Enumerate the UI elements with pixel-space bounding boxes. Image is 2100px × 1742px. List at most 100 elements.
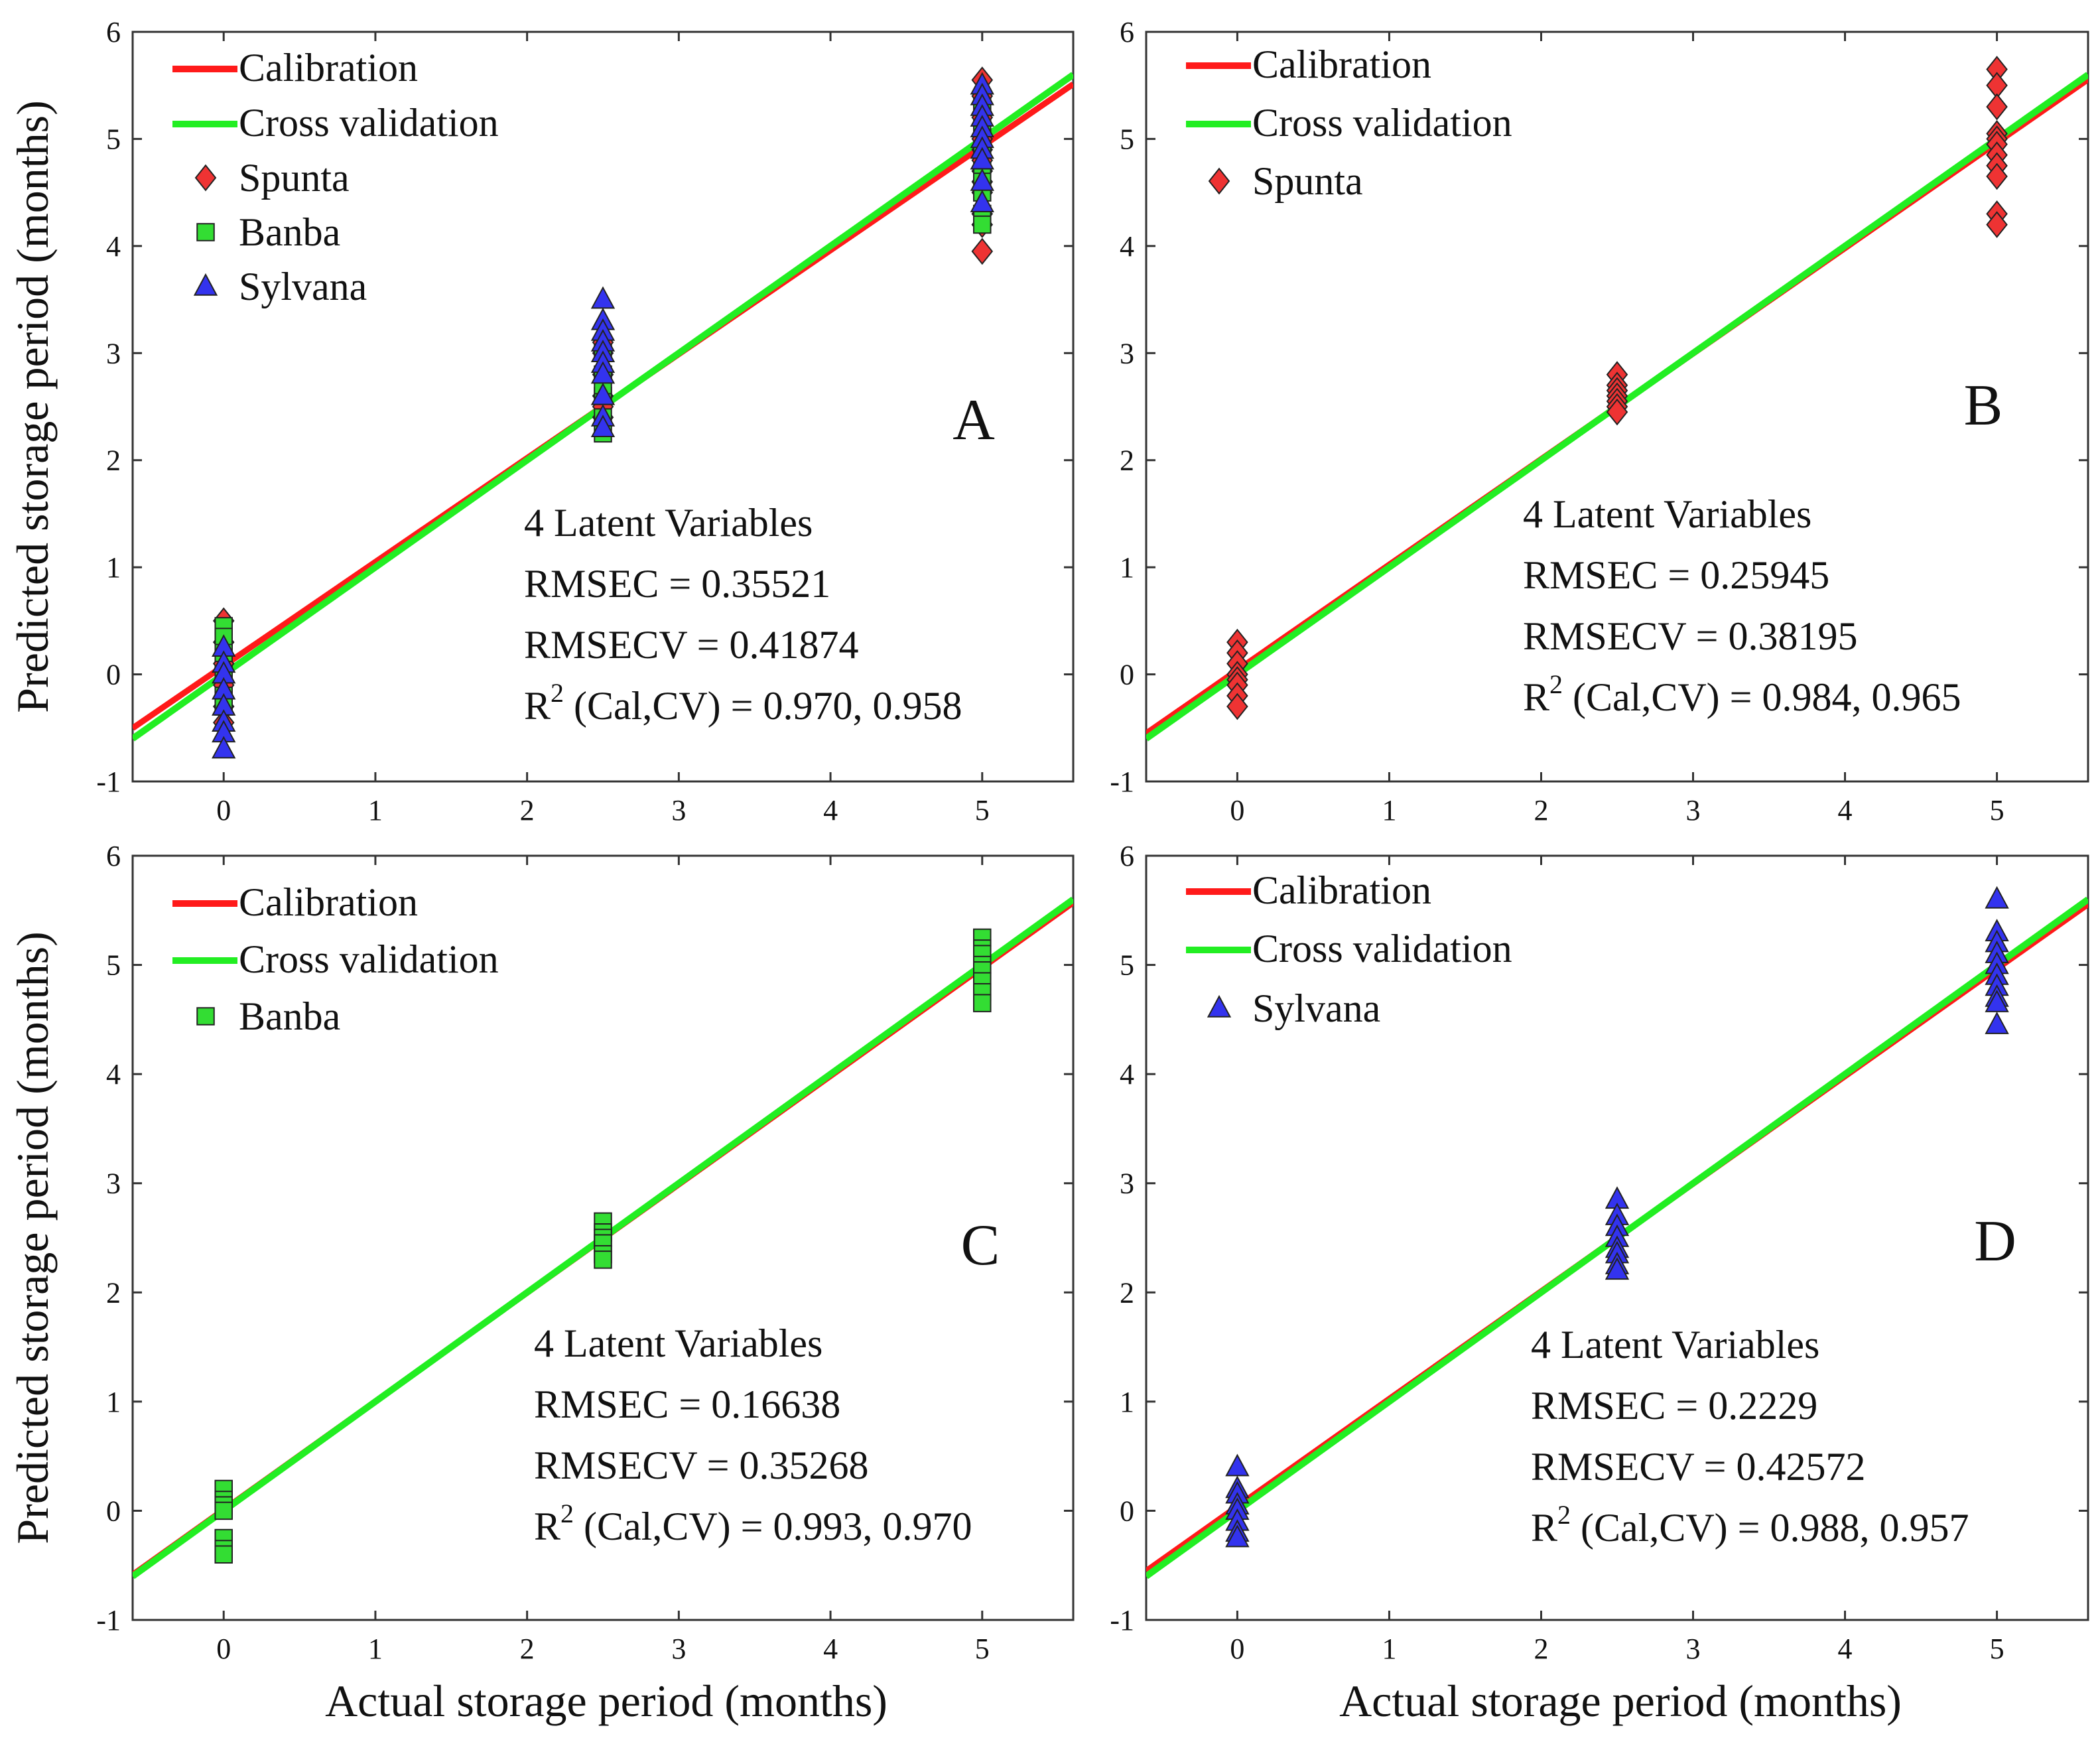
data-point — [1985, 990, 2009, 1012]
data-point — [214, 1501, 233, 1520]
r2-symbol: R — [534, 1505, 560, 1548]
panel-letter: A — [952, 388, 995, 452]
data-point — [973, 215, 992, 234]
data-point — [1985, 886, 2009, 909]
y-tick-label: 6 — [106, 840, 121, 872]
data-point — [1985, 1011, 2009, 1034]
series-banba — [214, 928, 992, 1564]
y-tick-label: 3 — [106, 337, 121, 369]
x-tick-label: 5 — [975, 1633, 990, 1665]
legend-label: Calibration — [1252, 42, 1431, 86]
plot-frame — [131, 31, 1075, 783]
legend-label: Cross validation — [1252, 927, 1512, 971]
y-tick-label: 5 — [1120, 949, 1134, 982]
x-axis-title: Actual storage period (months) — [325, 1676, 887, 1726]
x-tick-label: 1 — [1382, 1633, 1396, 1665]
legend-label: Cross validation — [1252, 101, 1512, 145]
r2-superscript: 2 — [1557, 1500, 1571, 1530]
y-axis-title: Predicted storage period (months) — [7, 931, 58, 1544]
data-point — [1986, 163, 2008, 190]
y-tick-label: 1 — [106, 551, 121, 584]
plot-frame — [1145, 854, 2089, 1621]
stats-r2: R2 (Cal,CV) = 0.988, 0.957 — [1531, 1500, 1969, 1550]
x-tick-label: 3 — [671, 794, 686, 827]
x-tick-label: 4 — [1838, 1633, 1853, 1665]
stats-rmsec: RMSEC = 0.25945 — [1523, 553, 1829, 597]
data-point — [214, 1545, 233, 1564]
stats-rmsecv: RMSECV = 0.41874 — [524, 623, 859, 667]
x-tick-label: 3 — [1686, 794, 1701, 827]
y-tick-label: 5 — [106, 123, 121, 155]
stats-block: 4 Latent Variables RMSEC = 0.35521 RMSECV … — [524, 501, 962, 728]
x-tick-label: 5 — [975, 794, 990, 827]
chart-panel-d: 0 1 2 3 4 5 -1 0 1 2 3 4 5 6 Calibration Cross validati… — [1110, 840, 2089, 1726]
y-tick-label: 2 — [106, 444, 121, 477]
x-tick-label: 5 — [1990, 1633, 2004, 1665]
y-tick-label: 2 — [106, 1276, 121, 1309]
legend-marker-banba — [196, 1007, 215, 1026]
x-tick-label: 1 — [368, 1633, 383, 1665]
x-tick-label: 3 — [671, 1633, 686, 1665]
y-tick-label: 1 — [1120, 551, 1134, 584]
y-tick-label: -1 — [1110, 1604, 1134, 1637]
stats-r2: R2 (Cal,CV) = 0.970, 0.958 — [524, 678, 962, 728]
r2-superscript: 2 — [1549, 669, 1563, 699]
y-tick-label: 0 — [106, 1495, 121, 1527]
y-tick-label: 0 — [106, 659, 121, 691]
legend-label: Sylvana — [1252, 986, 1380, 1030]
series-sylvana — [212, 72, 994, 759]
y-tick-label: -1 — [1110, 766, 1134, 798]
stats-latent: 4 Latent Variables — [524, 501, 813, 545]
data-point — [1225, 1524, 1250, 1548]
y-tick-label: 2 — [1120, 1276, 1134, 1309]
y-tick-label: 1 — [106, 1386, 121, 1418]
y-tick-label: 0 — [1120, 659, 1134, 691]
stats-rmsecv: RMSECV = 0.42572 — [1531, 1445, 1866, 1489]
panel-letter: D — [1974, 1209, 2016, 1274]
y-tick-label: 4 — [106, 230, 121, 263]
legend: Calibration Cross validation Spunta Banba Sy… — [172, 46, 499, 308]
data-point — [594, 1250, 612, 1269]
panel-letter: C — [961, 1213, 1000, 1278]
y-tick-label: 5 — [106, 949, 121, 982]
stats-block: 4 Latent Variables RMSEC = 0.2229 RMSECV =… — [1531, 1323, 1969, 1550]
stats-r2: R2 (Cal,CV) = 0.984, 0.965 — [1523, 669, 1961, 719]
x-tick-label: 4 — [1838, 794, 1853, 827]
stats-rmsecv: RMSECV = 0.38195 — [1523, 614, 1858, 658]
y-tick-label: 5 — [1120, 123, 1134, 155]
x-axis-title: Actual storage period (months) — [1339, 1676, 1902, 1726]
y-tick-label: -1 — [96, 1604, 121, 1637]
stats-latent: 4 Latent Variables — [534, 1321, 822, 1365]
chart-panel-b: 0 1 2 3 4 5 -1 0 1 2 3 4 5 6 Calibration Cross validati… — [1110, 16, 2089, 827]
data-point — [590, 286, 616, 309]
series-spunta — [1226, 56, 2008, 720]
r2-values: (Cal,CV) = 0.970, 0.958 — [564, 684, 962, 728]
legend-label: Calibration — [239, 46, 418, 90]
x-tick-label: 0 — [1230, 794, 1244, 827]
data-point — [1605, 1257, 1630, 1280]
legend: Calibration Cross validation Sylvana — [1186, 868, 1512, 1030]
x-tick-label: 1 — [1382, 794, 1396, 827]
y-tick-label: 0 — [1120, 1495, 1134, 1527]
y-tick-label: 6 — [1120, 16, 1134, 48]
legend-label: Calibration — [1252, 868, 1431, 912]
legend-label: Cross validation — [239, 937, 499, 981]
data-point — [1225, 1453, 1250, 1477]
chart-panel-c: 0 1 2 3 4 5 -1 0 1 2 3 4 5 6 Calibration Cross validati… — [7, 840, 1075, 1726]
legend-marker-sylvana — [1207, 994, 1232, 1018]
data-point — [590, 415, 616, 438]
legend-marker-sylvana — [193, 273, 218, 296]
x-tick-label: 1 — [368, 794, 383, 827]
x-tick-label: 5 — [1990, 794, 2004, 827]
data-point — [973, 994, 992, 1012]
x-tick-label: 2 — [1534, 794, 1548, 827]
y-tick-label: -1 — [96, 766, 121, 798]
r2-superscript: 2 — [560, 1499, 574, 1528]
r2-symbol: R — [1523, 675, 1549, 719]
y-tick-label: 2 — [1120, 444, 1134, 477]
x-tick-label: 0 — [216, 794, 231, 827]
chart-panel-a: 0 1 2 3 4 5 -1 0 1 2 3 4 5 6 Calibration Cross validati… — [7, 16, 1075, 827]
legend: Calibration Cross validation Banba — [172, 880, 499, 1038]
panel-letter: B — [1964, 373, 2003, 438]
